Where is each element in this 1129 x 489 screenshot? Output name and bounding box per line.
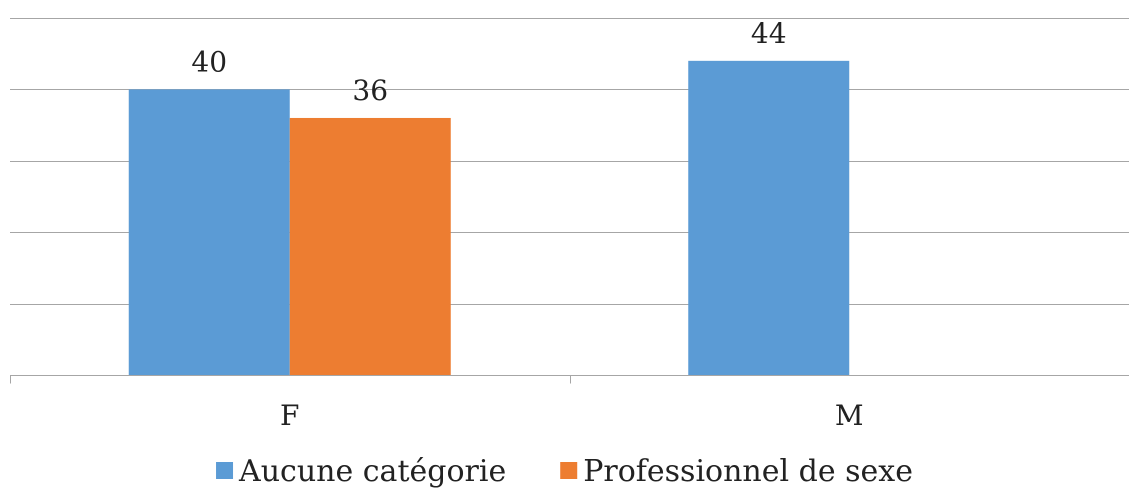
x-axis: [10, 376, 1129, 384]
legend-label-professionnel-de-sexe: Professionnel de sexe: [583, 454, 913, 489]
data-label-professionnel-de-sexe-f: 36: [352, 74, 388, 107]
x-tick-label-f: F: [280, 399, 299, 432]
legend: Aucune catégorie Professionnel de sexe: [216, 454, 913, 489]
data-label-aucune-categorie-f: 40: [191, 45, 227, 78]
legend-label-aucune-categorie: Aucune catégorie: [238, 454, 506, 489]
bar-aucune-categorie-f: [129, 89, 290, 375]
legend-item-aucune-categorie: Aucune catégorie: [216, 454, 506, 489]
x-tick-label-m: M: [835, 399, 864, 432]
legend-item-professionnel-de-sexe: Professionnel de sexe: [560, 454, 913, 489]
data-label-aucune-categorie-m: 44: [751, 17, 787, 50]
bar-aucune-categorie-m: [688, 61, 849, 375]
bars: [129, 61, 850, 375]
bar-professionnel-de-sexe-f: [290, 118, 451, 375]
legend-swatch-professionnel-de-sexe: [560, 462, 577, 479]
legend-swatch-aucune-categorie: [216, 462, 233, 479]
